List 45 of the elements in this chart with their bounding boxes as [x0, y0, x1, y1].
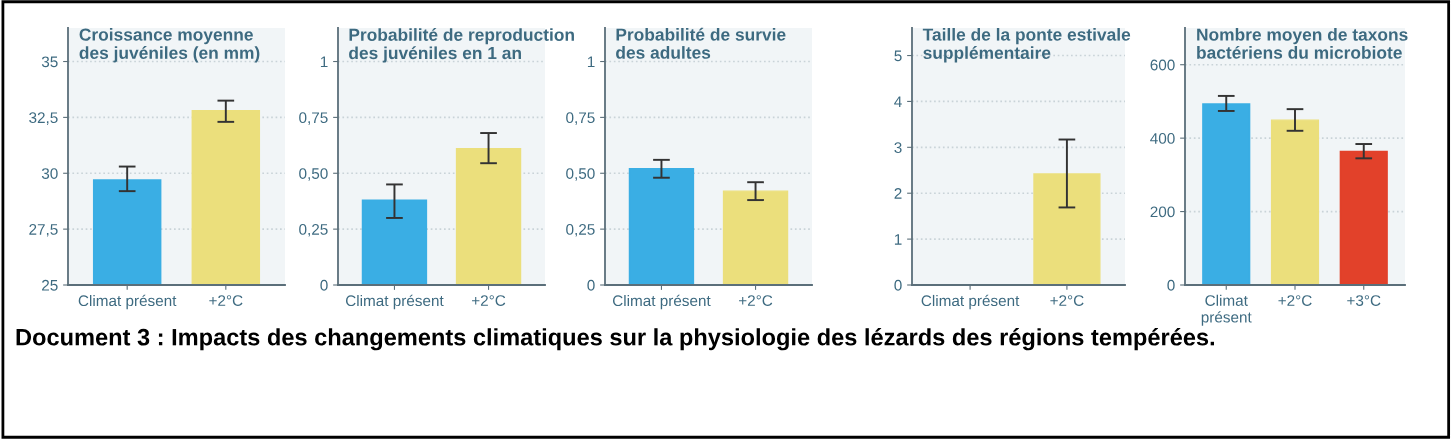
y-tick-label: 35 — [41, 56, 58, 68]
y-tick-label: 27,5 — [29, 224, 58, 237]
y-tick-label: 3 — [894, 142, 902, 154]
x-tick-label: Climat présent — [612, 294, 711, 310]
y-tick-label: 0 — [320, 279, 328, 291]
y-tick-label: 0,25 — [299, 224, 328, 237]
chart-title: Croissance moyenne des juvéniles (en mm) — [79, 28, 260, 63]
y-tick-label: 1 — [894, 234, 902, 245]
x-tick-label: +2°C — [1050, 295, 1084, 306]
chart-title: Probabilité de survie des adultes — [616, 27, 786, 59]
bar — [1270, 119, 1320, 285]
y-tick-label: 0,50 — [299, 168, 328, 181]
x-tick-label: +2°C — [1278, 295, 1312, 306]
y-tick-label: 0 — [894, 279, 902, 291]
y-tick-label: 1 — [320, 56, 328, 68]
y-tick-label: 32,5 — [29, 112, 58, 125]
y-tick-label: 5 — [894, 50, 902, 62]
x-tick-label: +2°C — [472, 295, 506, 306]
chart-title: Nombre moyen de taxons bactériens du microbiote — [1197, 28, 1408, 59]
bar — [1339, 150, 1388, 285]
x-tick-label: Climat présent — [1201, 294, 1252, 326]
y-tick-label: 4 — [894, 96, 902, 107]
y-tick-label: 0,25 — [566, 224, 595, 237]
x-tick-label: +2°C — [739, 295, 773, 306]
chart-title: Probabilité de reproduction des juvéniles en 1 an — [349, 28, 574, 63]
y-tick-label: 200 — [1150, 206, 1175, 218]
chart-title: Taille de la ponte estivale supplémentaire — [922, 28, 1131, 63]
y-tick-label: 25 — [42, 279, 58, 291]
bar — [1202, 103, 1251, 285]
y-tick-label: 400 — [1150, 133, 1175, 144]
y-tick-label: 0 — [587, 279, 595, 291]
y-tick-label: 1 — [587, 56, 595, 68]
x-tick-label: +3°C — [1347, 295, 1381, 306]
y-tick-label: 0,75 — [566, 112, 595, 125]
y-tick-label: 0,50 — [566, 168, 595, 181]
y-tick-label: 0 — [1167, 279, 1175, 291]
text: Document 3 : Impacts des changements climatiques sur la physiologie des lézards des régions tempérées. — [16, 328, 1214, 351]
y-tick-label: 600 — [1150, 59, 1175, 71]
x-tick-label: +2°C — [209, 295, 243, 306]
x-tick-label: Climat présent — [921, 294, 1020, 310]
y-tick-label: 2 — [894, 188, 902, 199]
y-tick-label: 0,75 — [299, 112, 328, 125]
x-tick-label: Climat présent — [78, 294, 177, 310]
x-tick-label: Climat présent — [345, 294, 444, 310]
y-tick-label: 30 — [41, 168, 58, 179]
